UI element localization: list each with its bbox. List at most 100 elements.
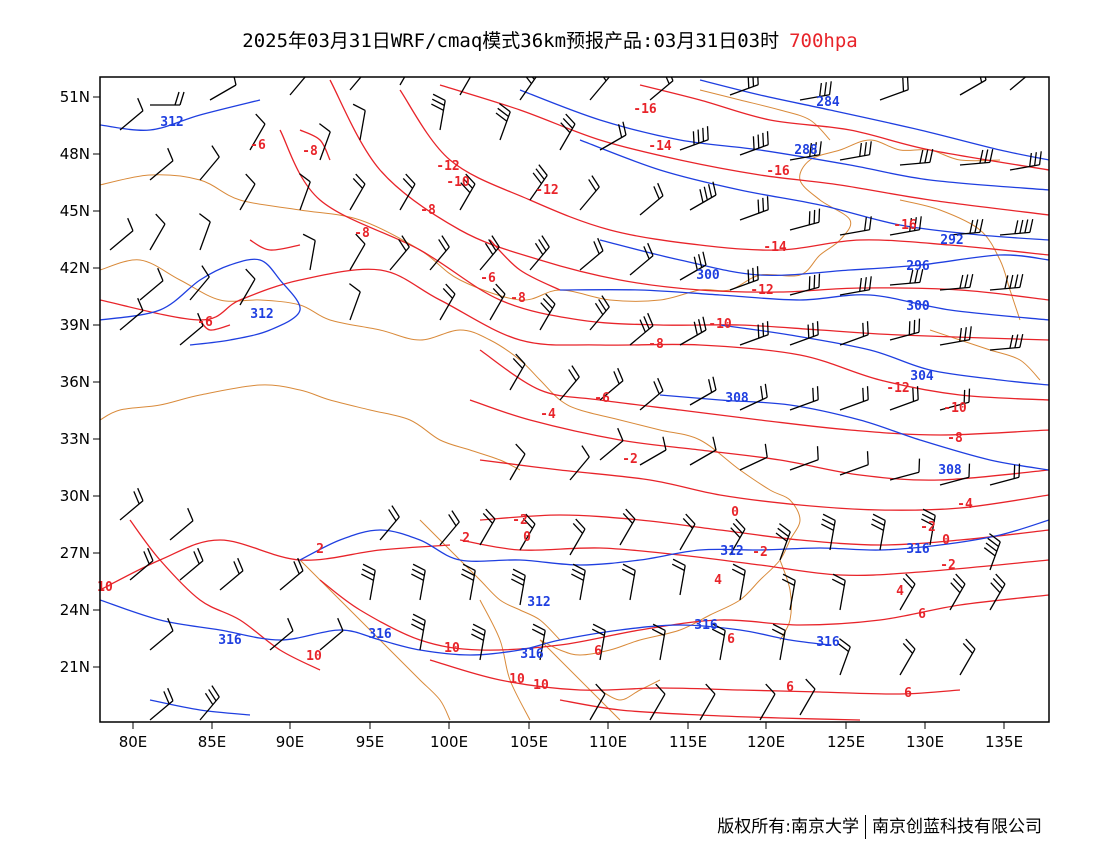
- barb-flag: [1014, 220, 1019, 234]
- temperature-isotherm: [100, 268, 1049, 401]
- barb-flag: [730, 527, 741, 539]
- barb-flag: [179, 91, 185, 106]
- barb-flag: [871, 518, 885, 526]
- barb-flag: [699, 189, 704, 203]
- temperature-contour-label: -16: [766, 164, 790, 179]
- barb-flag: [352, 177, 363, 189]
- wind-barb: [529, 164, 548, 201]
- barb-flag: [959, 327, 963, 342]
- temperature-isotherm: [249, 239, 301, 251]
- barb-flag: [807, 324, 810, 339]
- temperature-contour-label: -10: [446, 175, 470, 190]
- barb-shaft: [789, 459, 819, 471]
- barb-flag: [445, 283, 456, 295]
- barb-flag: [199, 213, 211, 223]
- height-contour-label: 288: [794, 143, 818, 158]
- wind-barb: [771, 623, 786, 661]
- barb-flag: [765, 683, 776, 695]
- barb-flag: [831, 578, 845, 586]
- barb-flag: [438, 239, 447, 252]
- barb-shaft: [319, 131, 331, 161]
- barb-flag: [625, 508, 636, 520]
- barb-flag: [572, 563, 586, 572]
- barb-shaft: [399, 183, 416, 211]
- wind-barb: [479, 508, 496, 546]
- barb-flag: [412, 613, 426, 622]
- title-level: 700hpa: [789, 30, 858, 52]
- barb-flag: [657, 182, 664, 196]
- barb-flag: [808, 276, 811, 290]
- barb-shaft: [239, 183, 256, 211]
- barb-flag: [405, 173, 416, 185]
- barb-shaft: [989, 346, 1020, 351]
- barb-flag: [929, 148, 934, 163]
- lat-label: 48N: [60, 145, 90, 163]
- height-contour-label: 316: [520, 647, 544, 662]
- wind-barb: [509, 443, 526, 481]
- wind-barb: [989, 273, 1024, 291]
- wind-barb: [775, 523, 791, 561]
- wind-barb: [679, 251, 707, 281]
- barb-flag: [974, 219, 979, 233]
- footer-left: 版权所有:南京大学: [717, 817, 859, 837]
- barb-flag: [572, 522, 583, 534]
- temperature-isotherm: [129, 519, 321, 671]
- wind-barb: [519, 513, 536, 551]
- barb-flag: [859, 142, 863, 157]
- wind-barb: [871, 513, 886, 551]
- barb-shaft: [529, 246, 550, 271]
- longitude-labels: 80E 85E 90E 95E 100E 105E 110E 115E 120E 125E 130E…: [119, 733, 1023, 751]
- temperature-contour-label: -10: [943, 401, 967, 416]
- barb-shaft: [349, 291, 361, 321]
- barb-shaft: [949, 231, 980, 236]
- wind-barb: [759, 683, 776, 721]
- barb-flag: [812, 387, 815, 402]
- barb-flag: [705, 683, 716, 695]
- wind-barb: [729, 518, 746, 556]
- barb-flag: [1029, 218, 1034, 233]
- barb-flag: [491, 235, 500, 248]
- barb-flag: [652, 623, 666, 632]
- barb-flag: [987, 537, 999, 548]
- temperature-contour-label: -10: [708, 317, 732, 332]
- wind-barb: [199, 213, 211, 251]
- temperature-contour-label: 10: [509, 672, 525, 687]
- temperature-isotherm: [559, 699, 861, 721]
- barb-flag: [823, 82, 827, 96]
- wind-barb: [619, 508, 636, 546]
- barb-flag: [989, 148, 994, 163]
- barb-shaft: [499, 111, 511, 141]
- barb-flag: [989, 533, 1001, 543]
- barb-flag: [538, 239, 547, 252]
- barb-flag: [813, 274, 816, 289]
- wind-barb: [361, 563, 376, 601]
- barb-shaft: [519, 77, 538, 101]
- barb-flag: [963, 327, 967, 341]
- barb-shaft: [479, 630, 486, 661]
- barb-flag: [388, 509, 397, 522]
- barb-flag: [462, 563, 476, 572]
- barb-flag: [297, 557, 304, 571]
- barb-flag: [777, 527, 789, 538]
- barb-flag: [1013, 464, 1016, 479]
- copyright-footer: 版权所有:南京大学 南京创蓝科技有限公司: [717, 812, 1042, 839]
- barb-flag: [431, 98, 445, 106]
- barb-flag: [863, 142, 867, 156]
- barb-shaft: [359, 110, 366, 141]
- barb-flag: [568, 369, 577, 382]
- barb-shaft: [959, 161, 990, 166]
- temperature-contour-label: -16: [893, 218, 917, 233]
- wind-barb: [431, 93, 446, 131]
- temperature-contour-label: 6: [727, 632, 735, 647]
- temperature-isotherm: [329, 79, 1049, 301]
- barb-flag: [762, 197, 765, 212]
- barb-flag: [712, 376, 717, 391]
- temperature-isotherm: [319, 579, 1049, 651]
- lon-label: 115E: [669, 733, 707, 751]
- barb-shaft: [939, 286, 970, 291]
- barb-flag: [919, 149, 924, 164]
- wind-barb: [731, 563, 746, 601]
- barb-flag: [540, 302, 551, 314]
- barb-flag: [962, 642, 973, 654]
